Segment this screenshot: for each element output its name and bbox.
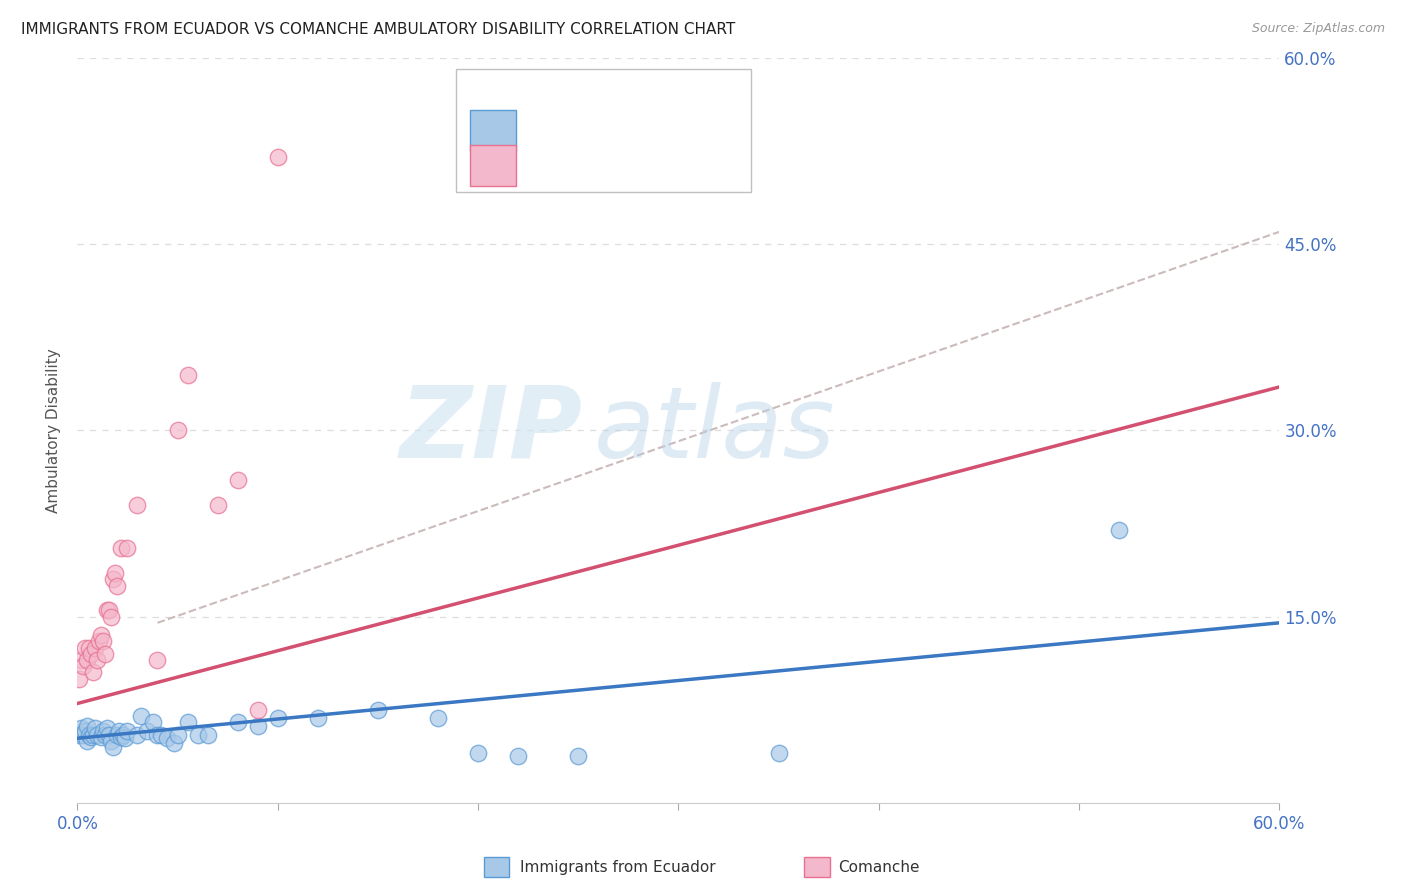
Point	[146, 727, 169, 741]
Point	[82, 665, 104, 680]
Point	[226, 473, 249, 487]
Point	[79, 727, 101, 741]
Text: ZIP: ZIP	[399, 382, 582, 479]
Point	[86, 653, 108, 667]
Point	[98, 603, 121, 617]
Point	[90, 628, 112, 642]
Point	[72, 727, 94, 741]
Text: Comanche: Comanche	[838, 860, 920, 874]
Point	[112, 727, 135, 741]
Point	[103, 739, 125, 754]
Point	[1108, 523, 1130, 537]
Point	[156, 731, 179, 746]
Point	[96, 603, 118, 617]
Point	[467, 746, 489, 760]
Point	[84, 640, 107, 655]
Point	[131, 709, 153, 723]
Point	[146, 653, 169, 667]
FancyBboxPatch shape	[471, 110, 516, 151]
Point	[94, 647, 117, 661]
Point	[127, 498, 149, 512]
Point	[104, 566, 127, 581]
Point	[142, 715, 165, 730]
Point	[226, 715, 249, 730]
Point	[127, 727, 149, 741]
Point	[79, 640, 101, 655]
Point	[103, 573, 125, 587]
Point	[90, 730, 112, 744]
Point	[176, 715, 198, 730]
Point	[367, 703, 389, 717]
Point	[162, 736, 184, 750]
Point	[166, 424, 188, 438]
Point	[86, 727, 108, 741]
Point	[567, 748, 589, 763]
Point	[96, 721, 118, 735]
Point	[82, 727, 104, 741]
Point	[166, 727, 188, 741]
Point	[67, 672, 90, 686]
Text: R = 0.559: R = 0.559	[529, 121, 616, 139]
Point	[93, 634, 115, 648]
Text: N = 30: N = 30	[648, 161, 714, 178]
Point	[75, 640, 97, 655]
Point	[72, 659, 94, 673]
Point	[307, 711, 329, 725]
Point	[76, 719, 98, 733]
Text: atlas: atlas	[595, 382, 837, 479]
Point	[110, 541, 132, 556]
Point	[75, 723, 97, 738]
Y-axis label: Ambulatory Disability: Ambulatory Disability	[46, 348, 62, 513]
Point	[117, 723, 139, 738]
Point	[70, 653, 93, 667]
Point	[107, 727, 129, 741]
Point	[80, 730, 103, 744]
Point	[267, 711, 290, 725]
Text: N = 47: N = 47	[648, 121, 714, 139]
Point	[114, 731, 136, 746]
Point	[110, 730, 132, 744]
Point	[427, 711, 450, 725]
Point	[246, 719, 269, 733]
Text: R = 0.489: R = 0.489	[529, 161, 616, 178]
Point	[117, 541, 139, 556]
Point	[70, 721, 93, 735]
FancyBboxPatch shape	[456, 70, 751, 192]
Point	[108, 723, 131, 738]
Point	[107, 578, 129, 592]
Point	[98, 727, 121, 741]
Point	[197, 727, 219, 741]
Point	[267, 150, 290, 164]
Point	[187, 727, 209, 741]
Point	[207, 498, 229, 512]
Point	[76, 653, 98, 667]
Point	[84, 721, 107, 735]
Text: Immigrants from Ecuador: Immigrants from Ecuador	[520, 860, 716, 874]
Point	[94, 727, 117, 741]
Point	[176, 368, 198, 382]
Point	[100, 609, 122, 624]
Point	[246, 703, 269, 717]
Text: Source: ZipAtlas.com: Source: ZipAtlas.com	[1251, 22, 1385, 36]
Point	[100, 733, 122, 747]
Point	[67, 727, 90, 741]
Point	[136, 723, 159, 738]
Point	[150, 727, 173, 741]
Point	[76, 733, 98, 747]
Text: IMMIGRANTS FROM ECUADOR VS COMANCHE AMBULATORY DISABILITY CORRELATION CHART: IMMIGRANTS FROM ECUADOR VS COMANCHE AMBU…	[21, 22, 735, 37]
Point	[80, 647, 103, 661]
Point	[89, 634, 111, 648]
FancyBboxPatch shape	[471, 145, 516, 186]
Point	[768, 746, 790, 760]
Point	[93, 723, 115, 738]
Point	[508, 748, 530, 763]
